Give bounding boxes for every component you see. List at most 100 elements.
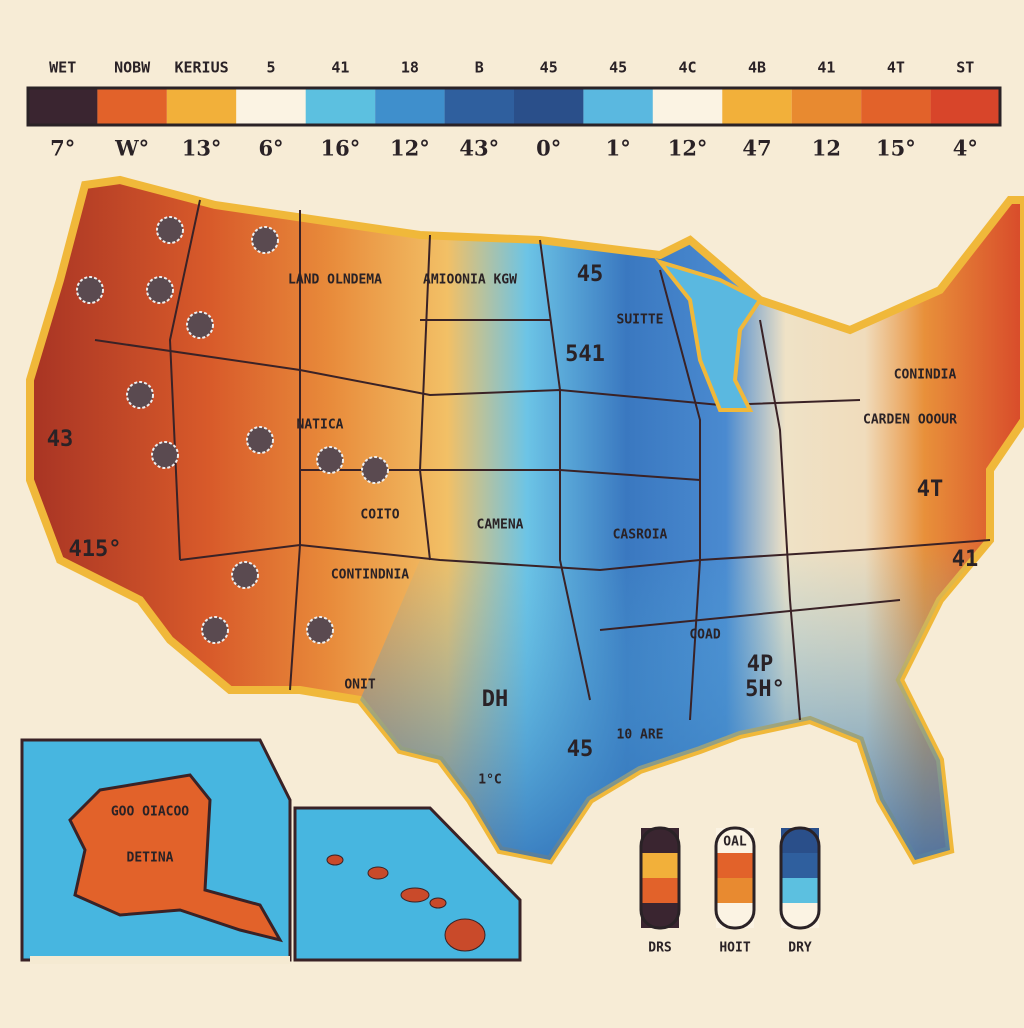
key-band — [641, 853, 679, 878]
weather-icon — [126, 381, 154, 409]
legend-top-label: NOBW — [114, 59, 151, 77]
key-label: HOIT — [719, 941, 750, 956]
map-label: 10 ARE — [617, 728, 664, 743]
legend-top-label: 18 — [401, 59, 419, 77]
legend-top-label: 45 — [609, 59, 627, 77]
key-band — [641, 878, 679, 903]
south-tint — [360, 540, 990, 860]
map-label: CAMENA — [477, 518, 524, 533]
legend-top-label: 45 — [540, 59, 558, 77]
map-label: 4P — [747, 652, 774, 677]
map-label: CONINDIA — [894, 368, 957, 383]
weather-icon — [361, 456, 389, 484]
legend-bottom-label: W° — [114, 136, 149, 161]
great-lakes — [654, 258, 763, 412]
weather-icon — [156, 216, 184, 244]
legend-bottom-label: 43° — [459, 136, 499, 161]
weather-icon — [151, 441, 179, 469]
map-label: DH — [482, 687, 509, 712]
alaska-inset — [20, 738, 292, 964]
state-lines — [94, 199, 991, 721]
map-label: CONTINDNIA — [331, 568, 409, 583]
map-label: COITO — [360, 508, 399, 523]
key-band — [781, 878, 819, 903]
legend-top-label: 4T — [887, 59, 905, 77]
key-frame — [714, 826, 756, 930]
map-label: CARDEN OOOUR — [863, 413, 957, 428]
legend-bottom-label: 4° — [953, 136, 978, 161]
map-label: NATICA — [297, 418, 344, 433]
legend-top-label: 5 — [266, 59, 275, 77]
map-label: COAD — [689, 628, 720, 643]
map-label: LAND OLNDEMA — [288, 273, 382, 288]
legend-bottom-label: 0° — [536, 136, 561, 161]
weather-icon — [231, 561, 259, 589]
key-band — [716, 878, 754, 903]
legend-swatch — [28, 88, 98, 125]
legend-top-label: B — [475, 59, 484, 77]
map-label: CASROIA — [613, 528, 668, 543]
legend-frame — [26, 86, 1002, 127]
map-label: 43 — [47, 427, 74, 452]
map-label: 1°C — [478, 773, 501, 788]
legend-swatch — [236, 88, 306, 125]
map-label: 4T — [917, 477, 944, 502]
key-frame — [639, 826, 681, 930]
legend-swatch — [583, 88, 653, 125]
legend-swatch — [930, 88, 1000, 125]
legend-swatch — [791, 88, 862, 125]
legend-bottom-label: 6° — [258, 136, 283, 161]
alaska-label: GOO OIACOO — [111, 805, 189, 820]
weather-icon — [146, 276, 174, 304]
legend-top-label: ST — [956, 59, 974, 77]
map-label: SUITTE — [617, 313, 664, 328]
map-label: 5H° — [745, 677, 785, 702]
legend-swatch — [444, 88, 514, 125]
legend-swatch — [305, 88, 376, 125]
key-note: OAL — [723, 835, 747, 850]
map-label: 541 — [565, 342, 605, 367]
key-label: DRS — [648, 941, 672, 956]
map-labels: LAND OLNDEMA AMIOONIA KGW SUITTE 541 43 415° 4… — [47, 216, 979, 788]
legend-top-label: 4C — [679, 59, 697, 77]
legend-swatch — [722, 88, 792, 125]
hawaii-inset — [293, 806, 522, 962]
legend-swatch — [861, 88, 931, 125]
key-label: DRY — [788, 941, 812, 956]
map-label: 41 — [952, 547, 979, 572]
map-label: ONIT — [344, 678, 375, 693]
legend-bottom-label: 13° — [182, 136, 222, 161]
map-label: 45 — [567, 737, 594, 762]
map-label: AMIOONIA KGW — [423, 273, 517, 288]
legend-bottom-label: 12° — [668, 136, 708, 161]
legend-bottom-label: 12 — [812, 136, 841, 161]
legend-top-label: KERIUS — [174, 59, 228, 77]
key-band — [781, 853, 819, 878]
legend-bottom-label: 15° — [876, 136, 916, 161]
legend-swatch — [652, 88, 723, 125]
key-frame — [779, 826, 821, 930]
legend-strip: WET 7° NOBW W° KERIUS 13° 5 6° 41 16° 18 12° B 43° 45 0… — [26, 59, 1002, 161]
key-pill: DRY — [779, 826, 821, 956]
legend-top-label: 4B — [748, 59, 766, 77]
legend-top-label: 41 — [331, 59, 349, 77]
legend-bottom-label: 12° — [390, 136, 430, 161]
legend-swatch — [514, 88, 584, 125]
map-label: 45 — [577, 262, 604, 287]
weather-icon — [316, 446, 344, 474]
legend-top-label: WET — [49, 59, 76, 77]
key-pill: DRS — [639, 826, 681, 956]
key-pill: HOIT OAL — [714, 826, 756, 956]
legend-top-label: 41 — [817, 59, 835, 77]
legend-swatch — [97, 88, 167, 125]
weather-icon — [201, 616, 229, 644]
legend-swatch — [166, 88, 237, 125]
map-label: 415° — [69, 537, 122, 562]
legend-bottom-label: 47 — [742, 136, 771, 161]
weather-icon — [246, 426, 274, 454]
weather-icon — [186, 311, 214, 339]
weather-icon — [76, 276, 104, 304]
legend-bottom-label: 7° — [50, 136, 75, 161]
weather-icon — [306, 616, 334, 644]
weather-icon — [251, 226, 279, 254]
